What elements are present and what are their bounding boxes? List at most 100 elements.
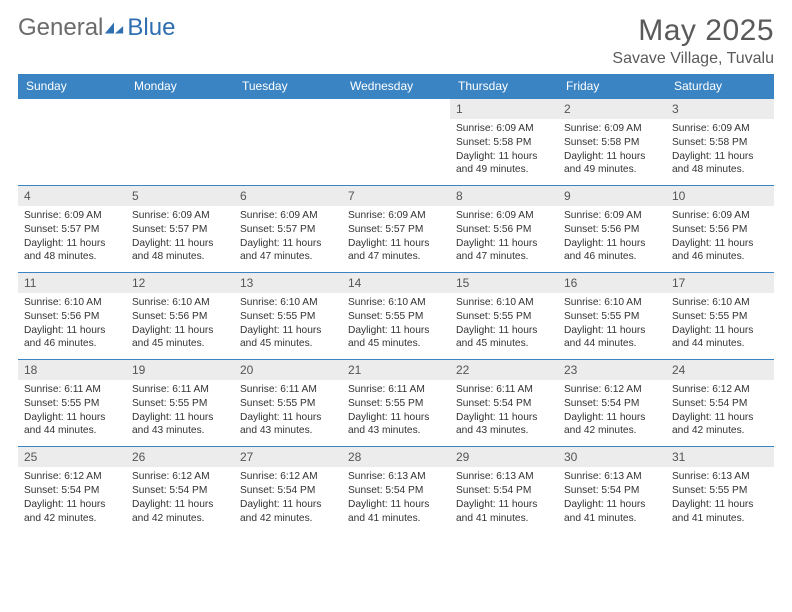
calendar-cell: 20Sunrise: 6:11 AMSunset: 5:55 PMDayligh… [234, 360, 342, 447]
day-number: 25 [18, 447, 126, 467]
location-subtitle: Savave Village, Tuvalu [612, 50, 774, 68]
calendar-cell [126, 99, 234, 186]
calendar-cell: 11Sunrise: 6:10 AMSunset: 5:56 PMDayligh… [18, 273, 126, 360]
day-number: 19 [126, 360, 234, 380]
day-detail: Sunrise: 6:12 AMSunset: 5:54 PMDaylight:… [666, 380, 774, 446]
day-header: Friday [558, 74, 666, 99]
day-number: 18 [18, 360, 126, 380]
month-title: May 2025 [612, 14, 774, 48]
day-number: 17 [666, 273, 774, 293]
day-detail: Sunrise: 6:10 AMSunset: 5:55 PMDaylight:… [342, 293, 450, 359]
calendar-cell: 9Sunrise: 6:09 AMSunset: 5:56 PMDaylight… [558, 186, 666, 273]
calendar-cell: 31Sunrise: 6:13 AMSunset: 5:55 PMDayligh… [666, 447, 774, 534]
calendar-cell: 16Sunrise: 6:10 AMSunset: 5:55 PMDayligh… [558, 273, 666, 360]
day-number: 5 [126, 186, 234, 206]
day-number: 26 [126, 447, 234, 467]
day-detail: Sunrise: 6:11 AMSunset: 5:54 PMDaylight:… [450, 380, 558, 446]
calendar-cell [342, 99, 450, 186]
day-header: Wednesday [342, 74, 450, 99]
day-detail: Sunrise: 6:09 AMSunset: 5:58 PMDaylight:… [450, 119, 558, 185]
calendar-cell: 26Sunrise: 6:12 AMSunset: 5:54 PMDayligh… [126, 447, 234, 534]
calendar-cell: 27Sunrise: 6:12 AMSunset: 5:54 PMDayligh… [234, 447, 342, 534]
day-detail: Sunrise: 6:10 AMSunset: 5:56 PMDaylight:… [126, 293, 234, 359]
calendar-cell: 14Sunrise: 6:10 AMSunset: 5:55 PMDayligh… [342, 273, 450, 360]
calendar-cell: 17Sunrise: 6:10 AMSunset: 5:55 PMDayligh… [666, 273, 774, 360]
header-bar: General Blue May 2025 Savave Village, Tu… [18, 14, 774, 68]
day-header: Tuesday [234, 74, 342, 99]
day-number: 6 [234, 186, 342, 206]
calendar-cell: 19Sunrise: 6:11 AMSunset: 5:55 PMDayligh… [126, 360, 234, 447]
day-detail: Sunrise: 6:09 AMSunset: 5:57 PMDaylight:… [234, 206, 342, 272]
day-number: 28 [342, 447, 450, 467]
brand-word-1: General [18, 14, 103, 42]
day-header: Thursday [450, 74, 558, 99]
day-number: 21 [342, 360, 450, 380]
day-detail: Sunrise: 6:11 AMSunset: 5:55 PMDaylight:… [18, 380, 126, 446]
title-block: May 2025 Savave Village, Tuvalu [612, 14, 774, 68]
calendar-cell: 12Sunrise: 6:10 AMSunset: 5:56 PMDayligh… [126, 273, 234, 360]
day-header: Monday [126, 74, 234, 99]
calendar-body: 1Sunrise: 6:09 AMSunset: 5:58 PMDaylight… [18, 99, 774, 534]
day-number: 27 [234, 447, 342, 467]
day-number: 8 [450, 186, 558, 206]
day-number: 30 [558, 447, 666, 467]
day-number: 3 [666, 99, 774, 119]
calendar-cell: 10Sunrise: 6:09 AMSunset: 5:56 PMDayligh… [666, 186, 774, 273]
calendar-cell: 8Sunrise: 6:09 AMSunset: 5:56 PMDaylight… [450, 186, 558, 273]
calendar-cell [18, 99, 126, 186]
day-detail: Sunrise: 6:13 AMSunset: 5:54 PMDaylight:… [342, 467, 450, 533]
day-number: 1 [450, 99, 558, 119]
calendar-cell [234, 99, 342, 186]
day-number: 20 [234, 360, 342, 380]
day-detail: Sunrise: 6:09 AMSunset: 5:58 PMDaylight:… [666, 119, 774, 185]
day-number: 13 [234, 273, 342, 293]
calendar-week: 11Sunrise: 6:10 AMSunset: 5:56 PMDayligh… [18, 273, 774, 360]
calendar-week: 18Sunrise: 6:11 AMSunset: 5:55 PMDayligh… [18, 360, 774, 447]
day-detail: Sunrise: 6:09 AMSunset: 5:57 PMDaylight:… [18, 206, 126, 272]
day-detail: Sunrise: 6:13 AMSunset: 5:54 PMDaylight:… [558, 467, 666, 533]
calendar-header-row: SundayMondayTuesdayWednesdayThursdayFrid… [18, 74, 774, 99]
calendar-cell: 30Sunrise: 6:13 AMSunset: 5:54 PMDayligh… [558, 447, 666, 534]
day-header: Sunday [18, 74, 126, 99]
calendar-table: SundayMondayTuesdayWednesdayThursdayFrid… [18, 74, 774, 533]
day-number: 29 [450, 447, 558, 467]
day-detail: Sunrise: 6:10 AMSunset: 5:55 PMDaylight:… [558, 293, 666, 359]
day-number: 12 [126, 273, 234, 293]
brand-sail-icon [103, 20, 125, 36]
calendar-cell: 15Sunrise: 6:10 AMSunset: 5:55 PMDayligh… [450, 273, 558, 360]
day-detail: Sunrise: 6:11 AMSunset: 5:55 PMDaylight:… [234, 380, 342, 446]
day-detail: Sunrise: 6:13 AMSunset: 5:54 PMDaylight:… [450, 467, 558, 533]
day-detail: Sunrise: 6:12 AMSunset: 5:54 PMDaylight:… [558, 380, 666, 446]
brand-logo: General Blue [18, 14, 175, 42]
calendar-cell: 21Sunrise: 6:11 AMSunset: 5:55 PMDayligh… [342, 360, 450, 447]
day-detail: Sunrise: 6:13 AMSunset: 5:55 PMDaylight:… [666, 467, 774, 533]
calendar-week: 25Sunrise: 6:12 AMSunset: 5:54 PMDayligh… [18, 447, 774, 534]
calendar-week: 4Sunrise: 6:09 AMSunset: 5:57 PMDaylight… [18, 186, 774, 273]
calendar-cell: 3Sunrise: 6:09 AMSunset: 5:58 PMDaylight… [666, 99, 774, 186]
day-number: 14 [342, 273, 450, 293]
calendar-cell: 4Sunrise: 6:09 AMSunset: 5:57 PMDaylight… [18, 186, 126, 273]
day-detail: Sunrise: 6:11 AMSunset: 5:55 PMDaylight:… [342, 380, 450, 446]
day-number: 2 [558, 99, 666, 119]
calendar-cell: 1Sunrise: 6:09 AMSunset: 5:58 PMDaylight… [450, 99, 558, 186]
day-detail: Sunrise: 6:09 AMSunset: 5:56 PMDaylight:… [450, 206, 558, 272]
day-number: 15 [450, 273, 558, 293]
day-detail: Sunrise: 6:10 AMSunset: 5:56 PMDaylight:… [18, 293, 126, 359]
day-number: 31 [666, 447, 774, 467]
calendar-cell: 5Sunrise: 6:09 AMSunset: 5:57 PMDaylight… [126, 186, 234, 273]
calendar-cell: 23Sunrise: 6:12 AMSunset: 5:54 PMDayligh… [558, 360, 666, 447]
calendar-cell: 13Sunrise: 6:10 AMSunset: 5:55 PMDayligh… [234, 273, 342, 360]
calendar-cell: 7Sunrise: 6:09 AMSunset: 5:57 PMDaylight… [342, 186, 450, 273]
calendar-cell: 24Sunrise: 6:12 AMSunset: 5:54 PMDayligh… [666, 360, 774, 447]
calendar-cell: 2Sunrise: 6:09 AMSunset: 5:58 PMDaylight… [558, 99, 666, 186]
calendar-cell: 6Sunrise: 6:09 AMSunset: 5:57 PMDaylight… [234, 186, 342, 273]
day-detail: Sunrise: 6:12 AMSunset: 5:54 PMDaylight:… [126, 467, 234, 533]
day-detail: Sunrise: 6:09 AMSunset: 5:57 PMDaylight:… [342, 206, 450, 272]
day-detail: Sunrise: 6:09 AMSunset: 5:56 PMDaylight:… [666, 206, 774, 272]
calendar-cell: 29Sunrise: 6:13 AMSunset: 5:54 PMDayligh… [450, 447, 558, 534]
day-number: 23 [558, 360, 666, 380]
calendar-cell: 25Sunrise: 6:12 AMSunset: 5:54 PMDayligh… [18, 447, 126, 534]
day-detail: Sunrise: 6:09 AMSunset: 5:58 PMDaylight:… [558, 119, 666, 185]
day-detail: Sunrise: 6:10 AMSunset: 5:55 PMDaylight:… [234, 293, 342, 359]
day-number: 24 [666, 360, 774, 380]
